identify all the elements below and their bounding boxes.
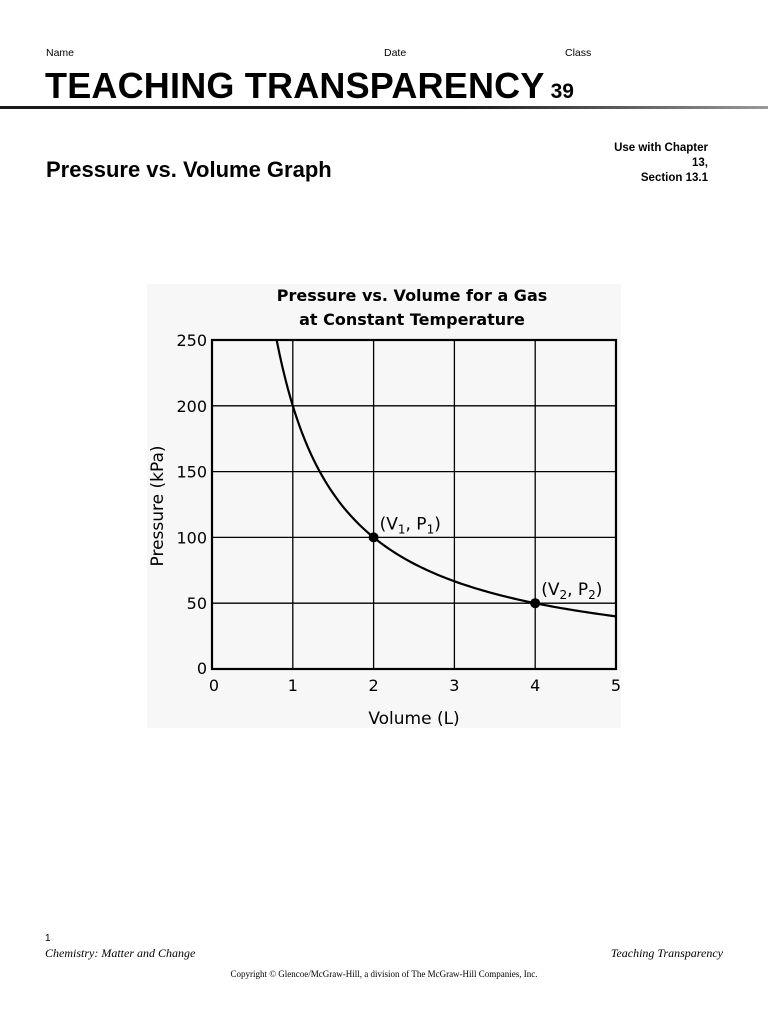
data-point-label-1: (V1, P1)	[380, 514, 441, 536]
name-label: Name	[46, 47, 75, 59]
y-tick-label: 50	[187, 594, 207, 613]
subscript: 2	[559, 588, 567, 602]
label-part: )	[434, 514, 441, 534]
y-tick-label: 0	[197, 659, 207, 678]
label-part: , P	[406, 514, 427, 534]
page-number: 1	[45, 933, 51, 944]
subscript: 2	[588, 588, 596, 602]
chapter-note-line-3: Section 13.1	[640, 171, 708, 184]
chapter-note-line-1: Use with Chapter	[614, 142, 708, 154]
pressure-volume-chart: Pressure vs. Volume for a Gas at Constan…	[148, 286, 621, 728]
y-tick-label: 200	[176, 397, 207, 416]
x-axis-label: Volume (L)	[368, 709, 459, 728]
date-label: Date	[384, 47, 407, 59]
plot-frame	[210, 338, 618, 671]
label-part: )	[596, 580, 603, 600]
label-part: (V	[380, 514, 399, 534]
page-title: TEACHING TRANSPARENCY 39	[45, 68, 574, 104]
x-tick-label: 5	[611, 676, 621, 695]
x-tick-label: 1	[288, 676, 298, 695]
data-point-label-2: (V2, P2)	[541, 580, 602, 602]
label-part: , P	[567, 580, 588, 600]
pressure-volume-curve-0	[275, 339, 617, 618]
chart-title-line-1: Pressure vs. Volume for a Gas	[277, 286, 548, 305]
data-point-2	[530, 598, 541, 609]
curve-layer	[275, 339, 617, 618]
chart-panel: Pressure vs. Volume for a Gas at Constan…	[147, 284, 621, 728]
chapter-note-line-2: 13,	[692, 156, 708, 169]
grid	[210, 338, 618, 671]
data-point-1	[368, 532, 379, 543]
chart-title-line-2: at Constant Temperature	[299, 310, 525, 329]
x-tick-label: 4	[530, 676, 540, 695]
x-tick-label: 2	[369, 676, 379, 695]
chapter-note: Use with Chapter 13, Section 13.1	[568, 141, 708, 186]
section-name: Teaching Transparency	[610, 946, 723, 960]
x-tick-label: 0	[209, 676, 219, 695]
y-tick-label: 150	[176, 463, 207, 482]
y-axis-label: Pressure (kPa)	[148, 445, 168, 566]
y-tick-label: 100	[176, 528, 207, 547]
subscript: 1	[398, 522, 406, 536]
book-title: Chemistry: Matter and Change	[45, 946, 196, 960]
y-tick-label: 250	[176, 331, 207, 350]
point-layer: (V1, P1)(V2, P2)	[368, 514, 602, 609]
transparency-number: 39	[550, 80, 574, 103]
copyright-notice: Copyright © Glencoe/McGraw-Hill, a divis…	[230, 969, 538, 979]
title-text: TEACHING TRANSPARENCY	[45, 65, 545, 106]
label-part: (V	[541, 580, 560, 600]
x-tick-label: 3	[449, 676, 459, 695]
class-label: Class	[565, 47, 592, 59]
title-rule	[0, 106, 768, 109]
subscript: 1	[427, 522, 435, 536]
page-subtitle: Pressure vs. Volume Graph	[46, 157, 332, 182]
